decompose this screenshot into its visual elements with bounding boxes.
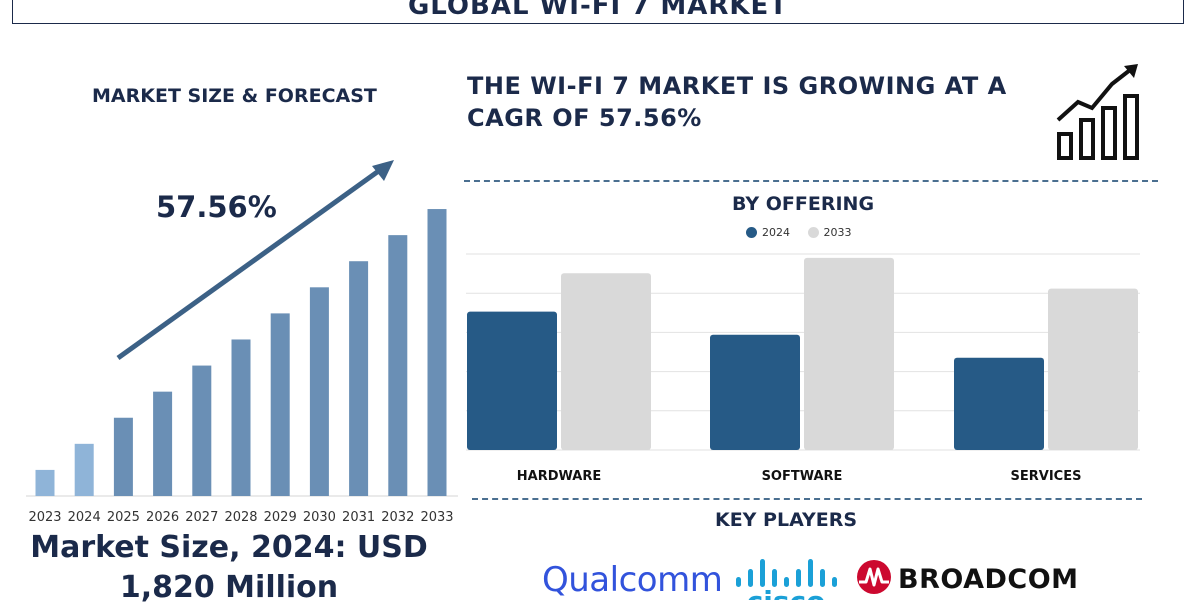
qualcomm-text: Qualcomm [542,560,723,600]
forecast-bar-2031 [349,261,369,496]
key-players-title: KEY PLAYERS [714,509,858,531]
cisco-bar-mark [820,569,825,587]
broadcom-pulse-icon [857,560,891,594]
page-title: GLOBAL WI-FI 7 MARKET [407,0,789,21]
qualcomm-logo: Qualcomm [542,560,723,600]
offering-bar-chart: HARDWARE SOFTWARE SERVICES [466,253,1140,484]
divider-bottom [472,498,1142,500]
cisco-bar-mark [832,577,837,587]
market-size-line-2: 1,820 Million [119,570,339,605]
trend-arrow-icon [116,160,394,361]
legend-item-2024: 2024 [746,226,790,239]
forecast-bar-2029 [270,313,290,496]
cisco-bar-mark [784,577,789,587]
headline-line-1: THE WI-FI 7 MARKET IS GROWING AT A [467,72,1007,100]
cisco-bar-mark [760,559,765,587]
forecast-bar-2032 [388,235,408,496]
offering-tick-services: SERVICES [1011,469,1082,484]
legend-label-2024: 2024 [762,226,790,239]
offering-bar-hardware-2033 [561,273,651,450]
forecast-tick-2027: 2027 [185,510,218,525]
forecast-tick-2023: 2023 [28,510,61,525]
legend-dot-2024 [746,227,757,238]
forecast-bar-chart: 2023 2024 2025 2026 2027 2028 2029 2030 2031 2032… [26,160,458,525]
offering-legend: 2024 2033 [746,226,866,241]
cisco-bar-mark [772,569,777,587]
legend-dot-2033 [807,227,819,238]
forecast-bar-2030 [309,287,329,496]
forecast-tick-2026: 2026 [146,510,179,525]
offering-bar-hardware-2024 [467,311,557,450]
cagr-headline: THE WI-FI 7 MARKET IS GROWING AT A CAGR … [467,70,1027,134]
title-box: GLOBAL WI-FI 7 MARKET [12,0,1184,24]
market-size-forecast-title: MARKET SIZE & FORECAST [92,85,377,107]
divider-top [464,180,1158,182]
offering-bar-services-2033 [1048,288,1138,450]
market-size-line-1: Market Size, 2024: USD [30,530,428,565]
cisco-logo: cisco [736,559,837,600]
forecast-tick-2030: 2030 [303,510,336,525]
forecast-tick-2025: 2025 [107,510,140,525]
cisco-bar-mark [748,569,753,587]
offering-bar-software-2033 [804,257,894,450]
legend-item-2033: 2033 [807,226,852,239]
market-size-summary: Market Size, 2024: USD 1,820 Million [20,528,438,608]
broadcom-text: BROADCOM [898,564,1079,595]
offering-bar-services-2024 [954,357,1044,450]
by-offering-title: BY OFFERING [731,193,875,215]
cisco-text: cisco [747,585,826,600]
offering-tick-software: SOFTWARE [762,469,843,484]
legend-label-2033: 2033 [823,226,852,239]
forecast-bar-2024 [74,443,94,496]
forecast-tick-2024: 2024 [68,510,101,525]
forecast-bar-2033 [427,209,447,496]
offering-tick-hardware: HARDWARE [517,469,601,484]
headline-line-2: CAGR OF 57.56% [467,104,702,132]
forecast-tick-2031: 2031 [342,510,375,525]
forecast-tick-2028: 2028 [224,510,257,525]
forecast-tick-2029: 2029 [264,510,297,525]
forecast-bar-2025 [113,417,133,496]
forecast-tick-2032: 2032 [381,510,414,525]
forecast-tick-2033: 2033 [420,510,453,525]
forecast-bar-2023 [35,469,55,496]
cisco-bar-mark [808,559,813,587]
broadcom-logo: BROADCOM [857,560,1079,595]
offering-bar-software-2024 [710,334,800,450]
cagr-annotation: 57.56% [156,190,277,224]
growth-chart-icon [1056,64,1139,160]
forecast-bar-2026 [153,391,173,496]
cisco-bar-mark [736,577,741,587]
forecast-bar-2027 [192,365,212,496]
cisco-bar-mark [796,569,801,587]
forecast-bar-2028 [231,339,251,496]
